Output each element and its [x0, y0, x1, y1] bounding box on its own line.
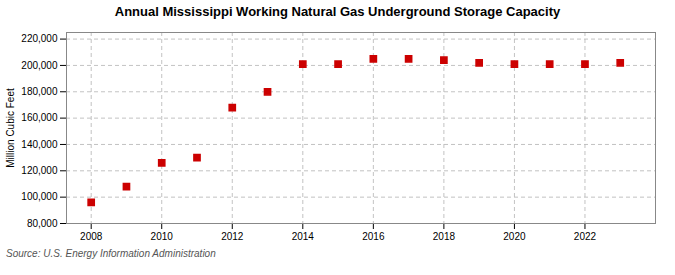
svg-text:180,000: 180,000	[21, 86, 58, 97]
svg-text:100,000: 100,000	[21, 191, 58, 202]
svg-text:2018: 2018	[433, 231, 456, 242]
svg-text:220,000: 220,000	[21, 33, 58, 44]
svg-text:2010: 2010	[151, 231, 174, 242]
html-text:Annual Mississippi Working Nat: Annual Mississippi Working Natural Gas U…	[114, 4, 561, 19]
svg-text:80,000: 80,000	[27, 218, 58, 229]
svg-text:2012: 2012	[221, 231, 244, 242]
svg-text:120,000: 120,000	[21, 165, 58, 176]
svg-text:Million Cubic Feet: Million Cubic Feet	[5, 88, 16, 168]
svg-text:2014: 2014	[292, 231, 315, 242]
svg-text:140,000: 140,000	[21, 139, 58, 150]
svg-text:2008: 2008	[80, 231, 103, 242]
svg-text:160,000: 160,000	[21, 112, 58, 123]
svg-text:200,000: 200,000	[21, 60, 58, 71]
svg-text:2016: 2016	[362, 231, 385, 242]
html-text:Source: U.S. Energy Informatio: Source: U.S. Energy Information Administ…	[6, 248, 216, 259]
svg-text:2022: 2022	[574, 231, 597, 242]
svg-text:2020: 2020	[503, 231, 526, 242]
